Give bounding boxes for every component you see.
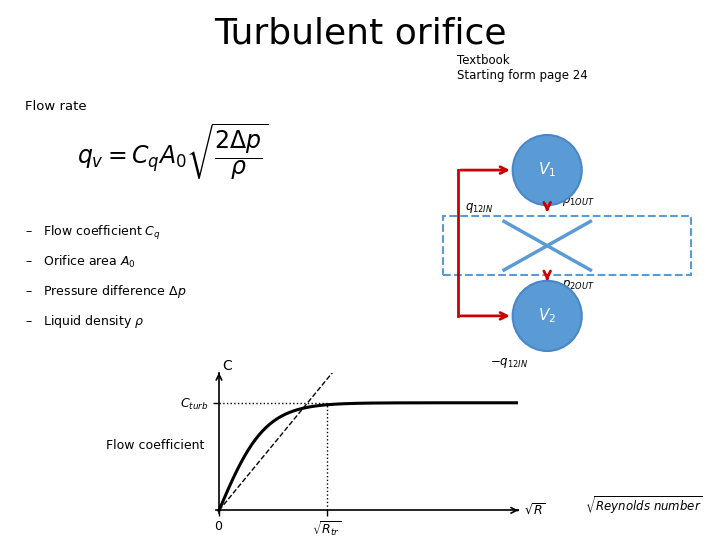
Text: Turbulent orifice: Turbulent orifice: [214, 16, 506, 50]
Text: $q_v = C_q A_0 \sqrt{\dfrac{2\Delta p}{\rho}}$: $q_v = C_q A_0 \sqrt{\dfrac{2\Delta p}{\…: [77, 122, 269, 183]
Text: $V_1$: $V_1$: [538, 161, 557, 179]
Text: $p_{1OUT}$: $p_{1OUT}$: [562, 194, 595, 208]
Text: Flow rate: Flow rate: [25, 100, 87, 113]
Text: –   Liquid density $\rho$: – Liquid density $\rho$: [25, 313, 145, 330]
Text: Textbook
Starting form page 24: Textbook Starting form page 24: [457, 54, 588, 82]
Text: $\sqrt{R}$: $\sqrt{R}$: [524, 503, 546, 518]
Text: –   Flow coefficient $C_q$: – Flow coefficient $C_q$: [25, 224, 161, 242]
Text: –   Orifice area $A_0$: – Orifice area $A_0$: [25, 254, 136, 270]
Text: $\sqrt{Reynolds\ number}$: $\sqrt{Reynolds\ number}$: [585, 494, 702, 516]
Text: $p_{2OUT}$: $p_{2OUT}$: [562, 278, 595, 292]
Ellipse shape: [513, 135, 582, 205]
Text: C: C: [222, 359, 232, 373]
Text: $q_{12IN}$: $q_{12IN}$: [465, 201, 493, 215]
Text: $-q_{12IN}$: $-q_{12IN}$: [490, 356, 528, 370]
Text: $V_2$: $V_2$: [538, 307, 557, 325]
Ellipse shape: [513, 281, 582, 351]
Text: Flow coefficient: Flow coefficient: [106, 439, 204, 452]
FancyBboxPatch shape: [443, 216, 691, 275]
Text: –   Pressure difference $\Delta p$: – Pressure difference $\Delta p$: [25, 284, 186, 300]
